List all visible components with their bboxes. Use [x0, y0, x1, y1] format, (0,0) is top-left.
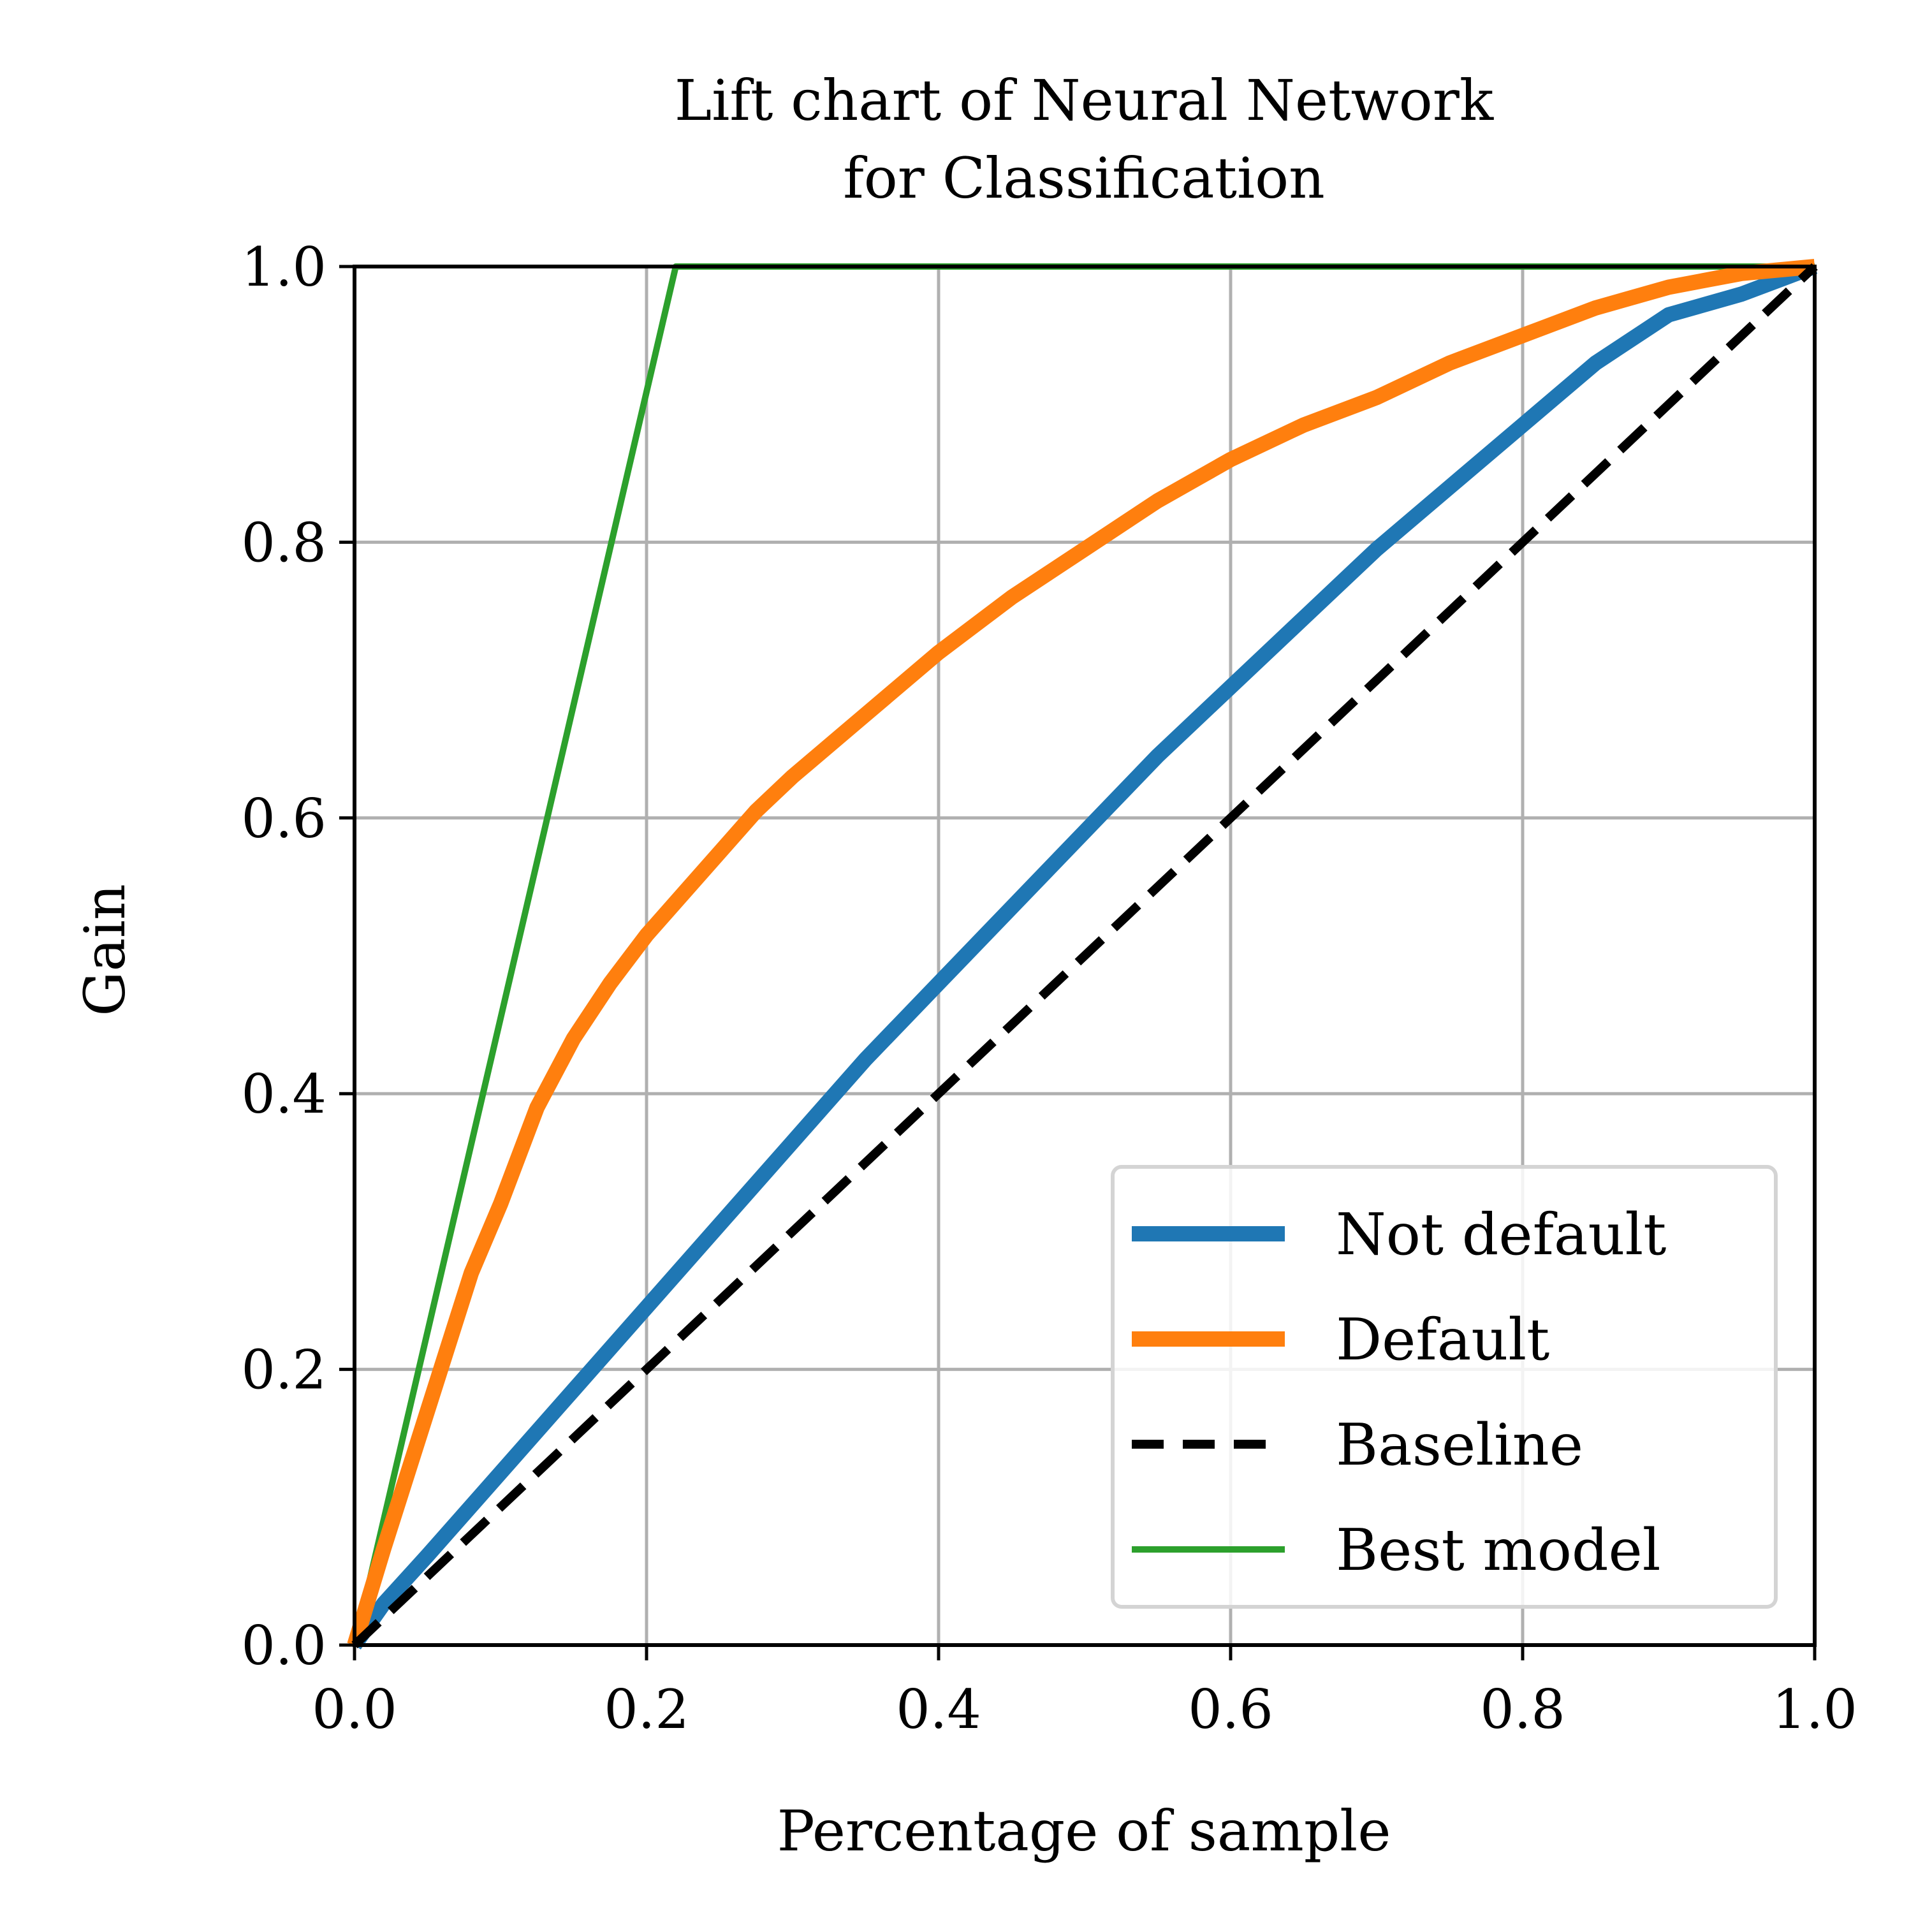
series-line-baseline	[351, 263, 1818, 1649]
y-tick-label: 0.0	[241, 1614, 326, 1677]
y-tick-label: 1.0	[241, 236, 326, 298]
legend: Not default Default Baseline Best model	[1111, 1165, 1778, 1609]
x-tick-label: 0.8	[1480, 1678, 1565, 1741]
legend-label-baseline: Baseline	[1336, 1412, 1583, 1479]
series-line-not-default	[348, 259, 1818, 1650]
x-axis-title: Percentage of sample	[777, 1798, 1391, 1864]
y-axis-title: Gain	[72, 884, 138, 1016]
y-tick-label: 0.4	[241, 1063, 326, 1125]
x-tick-label: 0.0	[312, 1678, 397, 1741]
x-tick-label: 0.4	[896, 1678, 981, 1741]
y-tick-label: 0.2	[241, 1339, 326, 1401]
axis-ticks: 0.0 0.2 0.4 0.6 0.8 1.0 0.0 0.2 0.4 0.6 0.8 1.0	[241, 236, 1857, 1741]
legend-box	[1111, 1165, 1778, 1609]
legend-label-default: Default	[1336, 1306, 1549, 1373]
x-tick-label: 1.0	[1772, 1678, 1857, 1741]
chart-title-line-1: Lift chart of Neural Network	[675, 68, 1494, 133]
chart-title-line-2: for Classification	[843, 145, 1325, 211]
legend-label-not-default: Not default	[1336, 1201, 1666, 1268]
y-tick-label: 0.8	[241, 511, 326, 574]
x-tick-label: 0.2	[604, 1678, 689, 1741]
y-tick-label: 0.6	[241, 787, 326, 850]
x-tick-label: 0.6	[1188, 1678, 1273, 1741]
legend-label-best-model: Best model	[1336, 1517, 1661, 1584]
series-line-default	[347, 259, 1816, 1648]
plot-area-frame	[353, 265, 1817, 1647]
